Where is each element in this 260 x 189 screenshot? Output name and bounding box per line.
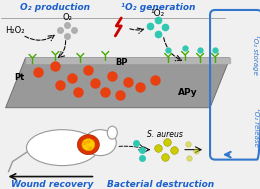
Ellipse shape: [107, 126, 117, 139]
Polygon shape: [5, 58, 230, 108]
Text: O₂: O₂: [62, 13, 72, 22]
Polygon shape: [25, 58, 230, 63]
Text: ¹O₂ storage: ¹O₂ storage: [252, 35, 259, 75]
Text: BP: BP: [115, 58, 128, 67]
Text: O₂ production: O₂ production: [21, 3, 90, 12]
Text: Pt: Pt: [15, 73, 25, 82]
Ellipse shape: [82, 139, 95, 151]
Text: ¹O₂ release: ¹O₂ release: [253, 108, 259, 147]
Ellipse shape: [27, 130, 98, 166]
Ellipse shape: [77, 135, 99, 155]
Text: Bacterial destruction: Bacterial destruction: [107, 180, 214, 189]
Ellipse shape: [84, 130, 116, 156]
Text: H₂O₂: H₂O₂: [5, 26, 25, 35]
Text: ¹O₂ generation: ¹O₂ generation: [121, 3, 195, 12]
Text: Wound recovery: Wound recovery: [11, 180, 94, 189]
Text: ¹O₂: ¹O₂: [150, 9, 164, 18]
Text: S. aureus: S. aureus: [147, 130, 183, 139]
Text: APy: APy: [178, 88, 198, 97]
